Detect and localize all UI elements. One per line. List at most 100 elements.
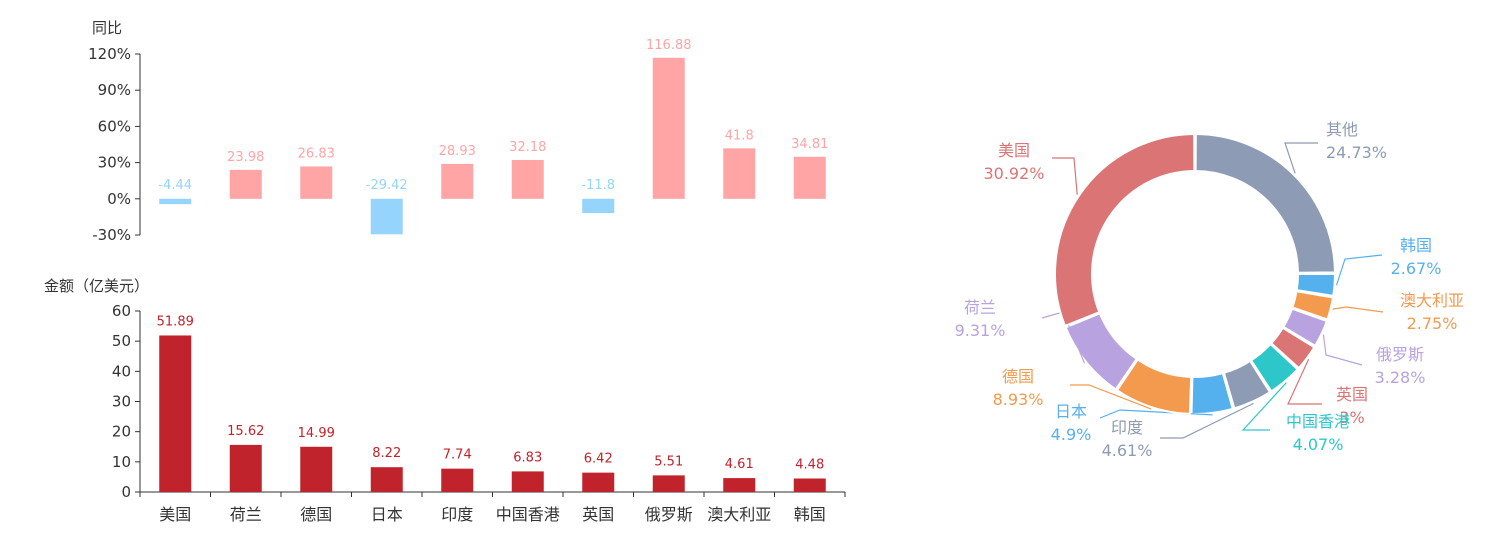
donut-slice-name: 中国香港: [1286, 412, 1350, 431]
amount-data-label: 15.62: [227, 424, 264, 439]
yoy-y-tick-label: 0%: [107, 190, 131, 208]
category-label: 中国香港: [496, 505, 560, 524]
yoy-data-label: 34.81: [791, 137, 828, 152]
yoy-data-label: -11.8: [581, 178, 615, 193]
amount-y-tick-label: 40: [112, 362, 131, 380]
amount-y-tick-label: 30: [112, 393, 131, 411]
amount-y-tick-label: 10: [112, 453, 131, 471]
yoy-bar: [229, 169, 262, 199]
donut-slice-name: 澳大利亚: [1400, 291, 1464, 310]
amount-bar: [652, 475, 685, 492]
donut-slice-name: 美国: [998, 141, 1030, 160]
donut-slice-percent: 2.75%: [1407, 314, 1458, 333]
category-label: 荷兰: [230, 505, 262, 524]
yoy-bar-chart: 同比 -30% 0% 30% 60% 90% 120% -4.44 23.98 26.83 -29.…: [88, 19, 828, 244]
yoy-bar: [723, 148, 756, 199]
donut-slice-percent: 24.73%: [1326, 143, 1387, 162]
amount-data-label: 51.89: [157, 314, 194, 329]
amount-y-tick-label: 60: [112, 302, 131, 320]
donut-slice-percent: 2.67%: [1391, 259, 1442, 278]
amount-bar: [582, 472, 615, 492]
donut-slice-percent: 4.07%: [1293, 435, 1344, 454]
donut-slice: [1115, 358, 1193, 415]
amount-axis-title: 金额（亿美元）: [44, 277, 149, 295]
donut-slice: [1054, 132, 1196, 328]
amount-bar: [441, 468, 474, 492]
donut-slice-name: 英国: [1336, 385, 1368, 404]
amount-y-tick-label: 0: [121, 483, 131, 501]
amount-data-label: 4.48: [795, 457, 824, 472]
donut-slice-name: 印度: [1111, 418, 1143, 437]
donut-leader-line: [1160, 402, 1254, 439]
category-label: 英国: [582, 505, 614, 524]
amount-bar: [159, 335, 192, 492]
amount-data-label: 5.51: [654, 454, 683, 469]
donut-slice: [1194, 132, 1337, 274]
donut-slice-name: 其他: [1326, 120, 1358, 139]
yoy-data-label: 28.93: [439, 144, 476, 159]
donut-slice-percent: 4.61%: [1102, 441, 1153, 460]
donut-slice: [1291, 290, 1335, 321]
amount-data-label: 6.42: [584, 452, 613, 467]
yoy-bar: [793, 156, 826, 199]
donut-slice-name: 韩国: [1400, 236, 1432, 255]
donut-slice: [1249, 342, 1299, 393]
donut-slice: [1190, 371, 1234, 415]
category-label: 韩国: [794, 505, 826, 524]
donut-leader-line: [1287, 358, 1322, 405]
donut-slice: [1295, 272, 1337, 298]
donut-slice: [1064, 312, 1139, 391]
category-label: 澳大利亚: [707, 505, 771, 524]
donut-slice-percent: 4.9%: [1051, 425, 1092, 444]
yoy-y-tick-label: 90%: [98, 81, 131, 99]
amount-bar-chart: 金额（亿美元） 0 10 20 30 40 50 60 51.89 15.62 14.99 8.22 7…: [44, 277, 846, 524]
yoy-data-label: -29.42: [366, 178, 408, 193]
amount-bar: [300, 446, 333, 492]
category-label: 俄罗斯: [645, 505, 693, 524]
yoy-y-tick-label: 60%: [98, 117, 131, 135]
amount-bar: [370, 467, 403, 492]
donut-leader-line: [1070, 384, 1152, 410]
amount-bar: [511, 471, 544, 492]
donut-slice-percent: 9.31%: [955, 321, 1006, 340]
donut-slice-percent: 3%: [1339, 408, 1364, 427]
yoy-bar: [511, 159, 544, 199]
donut-slice: [1222, 359, 1272, 410]
yoy-bar: [300, 166, 333, 199]
amount-bar: [229, 444, 262, 492]
category-label: 印度: [441, 505, 473, 524]
donut-leader-line: [1241, 382, 1287, 431]
category-label: 德国: [300, 505, 332, 524]
yoy-data-label: 116.88: [646, 38, 692, 53]
yoy-data-label: 32.18: [509, 140, 546, 155]
yoy-bar: [441, 163, 474, 199]
donut-slice-percent: 8.93%: [993, 390, 1044, 409]
donut-leader-line: [1284, 142, 1318, 174]
donut-slice: [1282, 307, 1329, 348]
amount-y-tick-label: 20: [112, 423, 131, 441]
yoy-bar: [652, 57, 685, 199]
yoy-y-tick-label: 30%: [98, 154, 131, 172]
share-donut-chart: 其他 24.73% 韩国 2.67% 澳大利亚 2.75% 俄罗斯 3.28% 英国 3%中国香港…: [955, 120, 1464, 460]
amount-y-tick-label: 50: [112, 332, 131, 350]
amount-data-label: 6.83: [513, 450, 542, 465]
yoy-data-label: 23.98: [227, 150, 264, 165]
yoy-bar: [370, 198, 403, 235]
amount-bar: [793, 478, 826, 492]
amount-bar: [723, 478, 756, 492]
donut-slice-name: 日本: [1055, 402, 1087, 421]
yoy-data-label: 26.83: [298, 146, 335, 161]
donut-slice-percent: 30.92%: [983, 164, 1044, 183]
donut-slice-name: 俄罗斯: [1376, 345, 1424, 364]
amount-data-label: 7.74: [443, 448, 472, 463]
yoy-y-tick-label: -30%: [92, 226, 131, 244]
yoy-y-tick-label: 120%: [88, 45, 131, 63]
yoy-data-label: -4.44: [158, 178, 192, 193]
donut-slice-name: 德国: [1002, 367, 1034, 386]
yoy-bar: [159, 198, 192, 205]
donut-slice: [1269, 326, 1316, 370]
donut-leader-line: [1322, 334, 1363, 366]
yoy-bar: [582, 198, 615, 214]
yoy-data-label: 41.8: [725, 128, 754, 143]
